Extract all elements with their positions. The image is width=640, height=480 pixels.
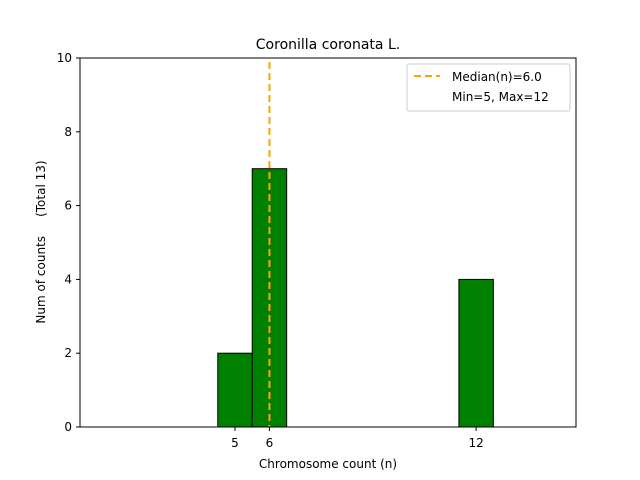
- y-tick-label-6: 6: [64, 199, 72, 213]
- y-axis-ticks: 0 2 4 6 8 10: [57, 51, 80, 434]
- bars-layer: [217, 168, 494, 428]
- x-axis-ticks: 5 6 12: [231, 427, 484, 450]
- x-tick-label-12: 12: [468, 436, 483, 450]
- y-tick-label-4: 4: [64, 272, 72, 286]
- y-axis-label: Num of counts (Total 13): [34, 160, 48, 323]
- bar-5: [217, 352, 253, 428]
- x-axis-label: Chromosome count (n): [259, 457, 397, 471]
- x-tick-label-5: 5: [231, 436, 239, 450]
- legend-entry-range: Min=5, Max=12: [452, 90, 549, 104]
- x-tick-label-6: 6: [266, 436, 274, 450]
- legend: Median(n)=6.0 Min=5, Max=12: [406, 63, 571, 112]
- bar-12: [458, 278, 494, 428]
- plot-frame: [79, 57, 577, 428]
- y-tick-label-0: 0: [64, 420, 72, 434]
- y-tick-label-8: 8: [64, 125, 72, 139]
- y-tick-label-2: 2: [64, 346, 72, 360]
- chart-title: Coronilla coronata L.: [256, 37, 400, 53]
- legend-box: [406, 63, 571, 112]
- legend-entry-median: Median(n)=6.0: [452, 70, 542, 84]
- y-tick-label-10: 10: [57, 51, 72, 65]
